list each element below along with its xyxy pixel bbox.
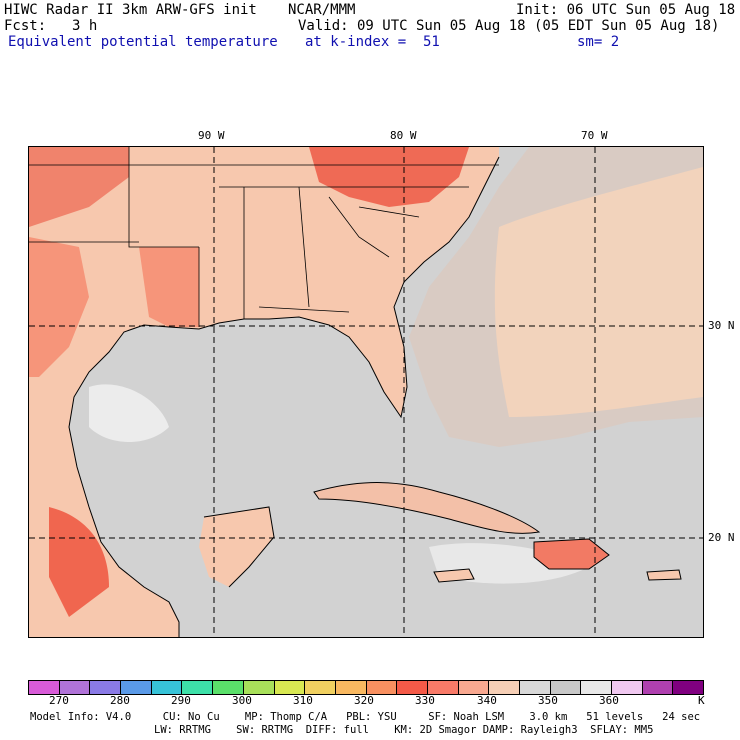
tick-270: 270	[49, 694, 69, 707]
color-bar-swatch	[397, 681, 428, 694]
valid-time: Valid: 09 UTC Sun 05 Aug 18 (05 EDT Sun …	[298, 18, 720, 34]
tick-360: 360	[599, 694, 619, 707]
unit-label: K	[698, 694, 705, 707]
lon-label-80w: 80 W	[390, 129, 417, 142]
hispaniola-land	[533, 538, 610, 570]
model-info-line1: Model Info: V4.0 CU: No Cu MP: Thomp C/A…	[30, 711, 701, 723]
color-bar-swatch	[121, 681, 152, 694]
yucatan-land	[199, 507, 274, 587]
lon-label-70w: 70 W	[581, 129, 608, 142]
gulf-light-patch	[89, 384, 169, 442]
color-bar-swatch	[59, 681, 91, 694]
latlon-grid	[29, 147, 703, 637]
atlantic-warm-band	[494, 167, 703, 417]
forecast-label: Fcst:	[4, 18, 47, 34]
color-bar-swatch	[243, 681, 275, 694]
lat-label-20n: 20 N	[708, 531, 735, 544]
level-label: at k-index = 51	[305, 34, 440, 50]
warm-swath-texas	[29, 237, 89, 377]
tick-290: 290	[171, 694, 191, 707]
color-bar-swatch	[151, 681, 183, 694]
lon-label-90w: 90 W	[198, 129, 225, 142]
tick-340: 340	[477, 694, 497, 707]
model-info-line2: LW: RRTMG SW: RRTMG DIFF: full KM: 2D Sm…	[154, 724, 654, 736]
warm-swath-louisiana	[139, 247, 199, 327]
color-bar-swatch	[458, 681, 490, 694]
color-bar-swatch	[274, 681, 306, 694]
map-panel	[28, 146, 704, 638]
organization-label: NCAR/MMM	[288, 2, 356, 18]
color-bar-swatch	[366, 681, 398, 694]
yucatan-coastline	[203, 506, 275, 588]
color-bar-swatch	[612, 681, 643, 694]
lat-label-30n: 30 N	[708, 319, 735, 332]
hot-swath-appalachian	[309, 147, 469, 207]
field-name: Equivalent potential temperature	[8, 34, 278, 50]
color-bar-swatch	[29, 681, 60, 694]
tick-310: 310	[293, 694, 313, 707]
color-bar-swatch	[520, 681, 551, 694]
smoothing-label: sm= 2	[577, 34, 620, 50]
hot-swath-mexico	[49, 507, 109, 617]
puerto-rico-land	[646, 569, 682, 581]
color-bar-swatch	[581, 681, 613, 694]
tick-300: 300	[232, 694, 252, 707]
coastline	[68, 156, 500, 637]
forecast-hour: 3 h	[72, 18, 98, 34]
color-bar-swatch	[642, 681, 674, 694]
state-borders	[29, 147, 499, 327]
tick-350: 350	[538, 694, 558, 707]
color-bar	[28, 680, 704, 695]
cuba-land	[313, 482, 541, 534]
color-bar-swatch	[673, 681, 704, 694]
color-bar-swatch	[305, 681, 336, 694]
color-bar-swatch	[213, 681, 244, 694]
tick-280: 280	[110, 694, 130, 707]
color-bar-swatch	[335, 681, 367, 694]
color-bar-swatch	[550, 681, 582, 694]
color-bar-swatch	[90, 681, 122, 694]
tick-330: 330	[415, 694, 435, 707]
plot-title: HIWC Radar II 3km ARW-GFS init	[4, 2, 257, 18]
hot-swath-northwest	[29, 147, 129, 227]
init-time: Init: 06 UTC Sun 05 Aug 18	[516, 2, 736, 18]
jamaica-land	[433, 568, 475, 583]
color-bar-swatch	[182, 681, 214, 694]
theta-e-field	[29, 147, 703, 637]
tick-320: 320	[354, 694, 374, 707]
color-bar-swatch	[427, 681, 459, 694]
color-bar-swatch	[489, 681, 520, 694]
